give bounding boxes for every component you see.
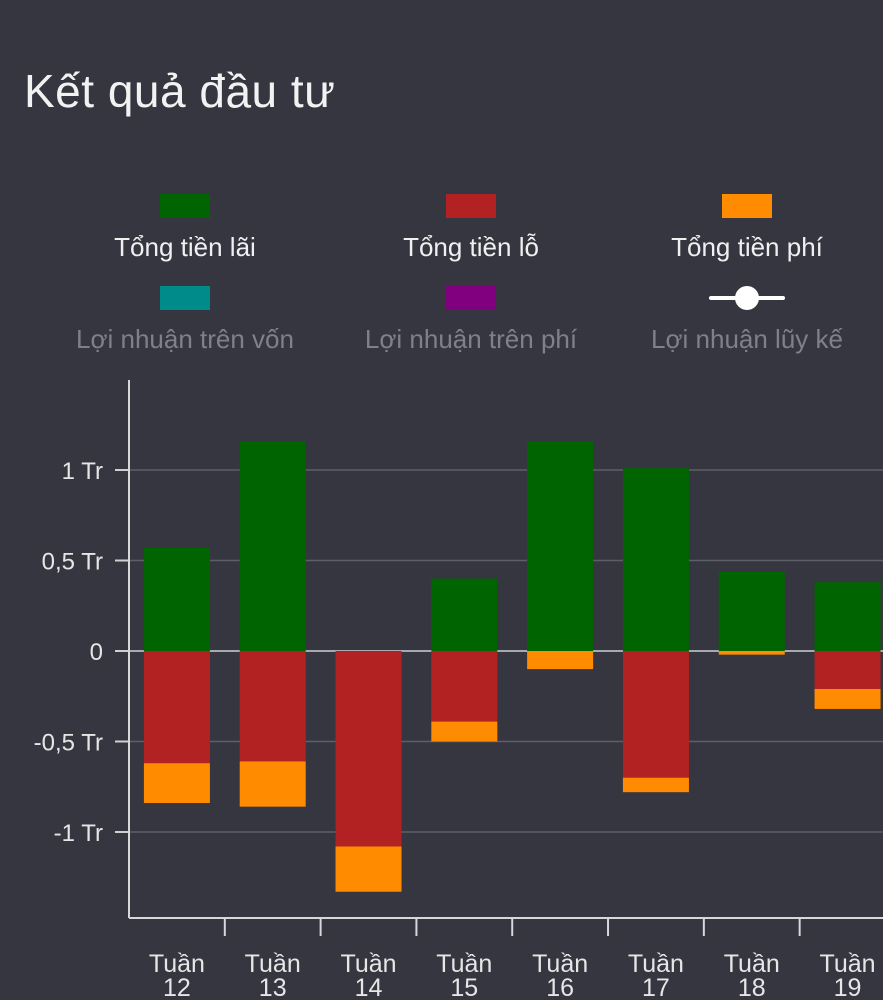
legend-label-cumulative-profit: Lợi nhuận lũy kế — [651, 324, 843, 354]
investment-results-chart: 1 Tr0,5 Tr0-0,5 Tr-1 TrTuần12Tuần13Tuần1… — [34, 380, 883, 1000]
y-tick-label: 1 Tr — [62, 458, 103, 485]
bar-profit-1 — [143, 547, 210, 651]
line-marker-icon — [709, 286, 785, 310]
bar-fee-8 — [814, 689, 881, 709]
bar-loss-8 — [814, 651, 881, 690]
bar-profit-7 — [718, 571, 785, 651]
legend-label-loss: Tổng tiền lỗ — [403, 232, 539, 262]
legend-item-fee[interactable]: Tổng tiền phí — [612, 194, 882, 263]
x-tick-label: 19 — [834, 974, 862, 1000]
bar-profit-2 — [239, 441, 306, 651]
x-tick-label: 14 — [355, 974, 383, 1000]
bar-profit-4 — [431, 578, 498, 651]
legend-item-return-on-capital[interactable]: Lợi nhuận trên vốn — [50, 286, 320, 355]
x-tick-label: Tuần — [820, 950, 876, 978]
bar-loss-6 — [622, 651, 689, 778]
bar-loss-1 — [143, 651, 210, 764]
legend-label-fee: Tổng tiền phí — [671, 232, 823, 262]
bar-fee-4 — [431, 721, 498, 742]
legend-label-return-on-fee: Lợi nhuận trên phí — [364, 324, 578, 354]
legend-swatch-return-on-capital — [160, 286, 210, 310]
x-tick-label: Tuần — [245, 950, 301, 978]
legend-label-profit: Tổng tiền lãi — [114, 232, 256, 262]
x-tick-label: Tuần — [628, 950, 684, 978]
x-tick-label: 13 — [259, 974, 287, 1000]
bar-fee-6 — [622, 777, 689, 793]
x-tick-label: Tuần — [436, 950, 492, 978]
legend-item-cumulative-profit[interactable]: Lợi nhuận lũy kế — [612, 286, 882, 355]
page-title: Kết quả đầu tư — [24, 65, 336, 117]
legend-swatch-loss — [446, 194, 496, 218]
bar-profit-6 — [622, 468, 689, 651]
y-tick-label: -0,5 Tr — [34, 730, 103, 757]
legend-swatch-profit — [160, 194, 210, 218]
x-tick-label: Tuần — [724, 950, 780, 978]
bar-loss-2 — [239, 651, 306, 762]
x-tick-label: 18 — [738, 974, 766, 1000]
x-tick-label: 15 — [450, 974, 478, 1000]
x-tick-label: Tuần — [149, 950, 205, 978]
legend-item-profit[interactable]: Tổng tiền lãi — [50, 194, 320, 263]
y-tick-label: 0,5 Tr — [42, 549, 103, 576]
bar-profit-8 — [814, 582, 881, 651]
x-tick-label: Tuần — [532, 950, 588, 978]
bar-fee-2 — [239, 761, 306, 807]
bar-loss-3 — [335, 651, 402, 847]
y-tick-label: 0 — [90, 639, 103, 666]
bar-loss-4 — [431, 651, 498, 722]
bar-fee-3 — [335, 846, 402, 892]
x-tick-label: 16 — [546, 974, 574, 1000]
legend-item-loss[interactable]: Tổng tiền lỗ — [336, 194, 606, 263]
bar-fee-5 — [527, 651, 594, 670]
bar-fee-1 — [143, 763, 210, 804]
legend-swatch-fee — [722, 194, 772, 218]
bar-profit-5 — [527, 441, 594, 651]
legend-label-return-on-capital: Lợi nhuận trên vốn — [76, 324, 294, 354]
bar-fee-7 — [718, 651, 785, 655]
x-tick-label: 17 — [642, 974, 670, 1000]
y-tick-label: -1 Tr — [54, 820, 103, 847]
x-tick-label: Tuần — [340, 950, 396, 978]
x-tick-label: 12 — [163, 974, 191, 1000]
legend-item-return-on-fee[interactable]: Lợi nhuận trên phí — [336, 286, 606, 355]
legend-swatch-return-on-fee — [446, 286, 496, 310]
